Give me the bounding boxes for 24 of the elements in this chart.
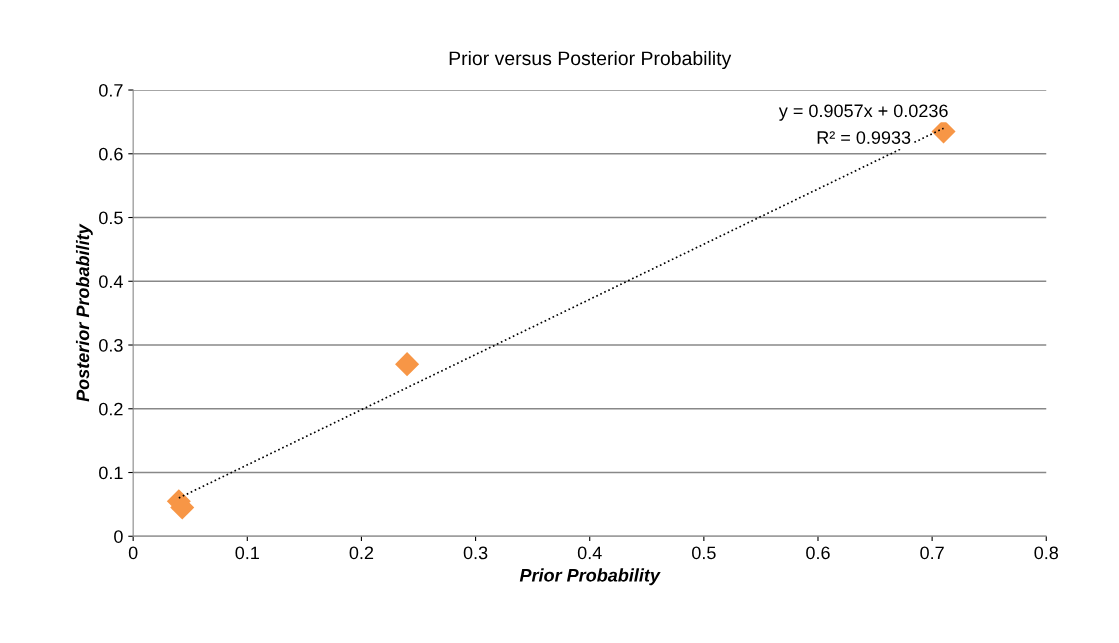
y-tick-label: 0 [114, 530, 123, 543]
y-tick-label: 0.3 [99, 338, 123, 352]
x-tick-label: 0 [128, 546, 138, 560]
annotation: R² = 0.9933 [817, 131, 911, 144]
x-tick-label: 0.3 [463, 546, 488, 560]
y-tick-label: 0.6 [99, 147, 123, 161]
x-tick-label: 0.4 [577, 546, 602, 560]
x-tick-label: 0.7 [920, 546, 944, 560]
point [395, 352, 420, 377]
y-tick-label: 0.2 [99, 402, 123, 416]
y-tick-label: 0.1 [99, 466, 123, 480]
x-tick-label: 0.8 [1034, 546, 1059, 560]
annotation: y = 0.9057x + 0.0236 [778, 104, 948, 121]
chart-title: Prior versus Posterior Probability [449, 50, 732, 70]
point [931, 119, 956, 144]
x-tick-label: 0.5 [692, 546, 716, 560]
x-axis-title: Prior Probability [519, 568, 661, 586]
y-tick-label: 0.7 [99, 83, 123, 97]
x-tick-label: 0.6 [806, 546, 830, 560]
y-tick-label: 0.5 [99, 211, 123, 225]
y-tick-label: 0.4 [99, 275, 123, 288]
x-tick-label: 0.2 [349, 546, 374, 560]
y-axis-title: Posterior Probability [75, 223, 93, 402]
x-tick-label: 0.1 [235, 546, 259, 560]
